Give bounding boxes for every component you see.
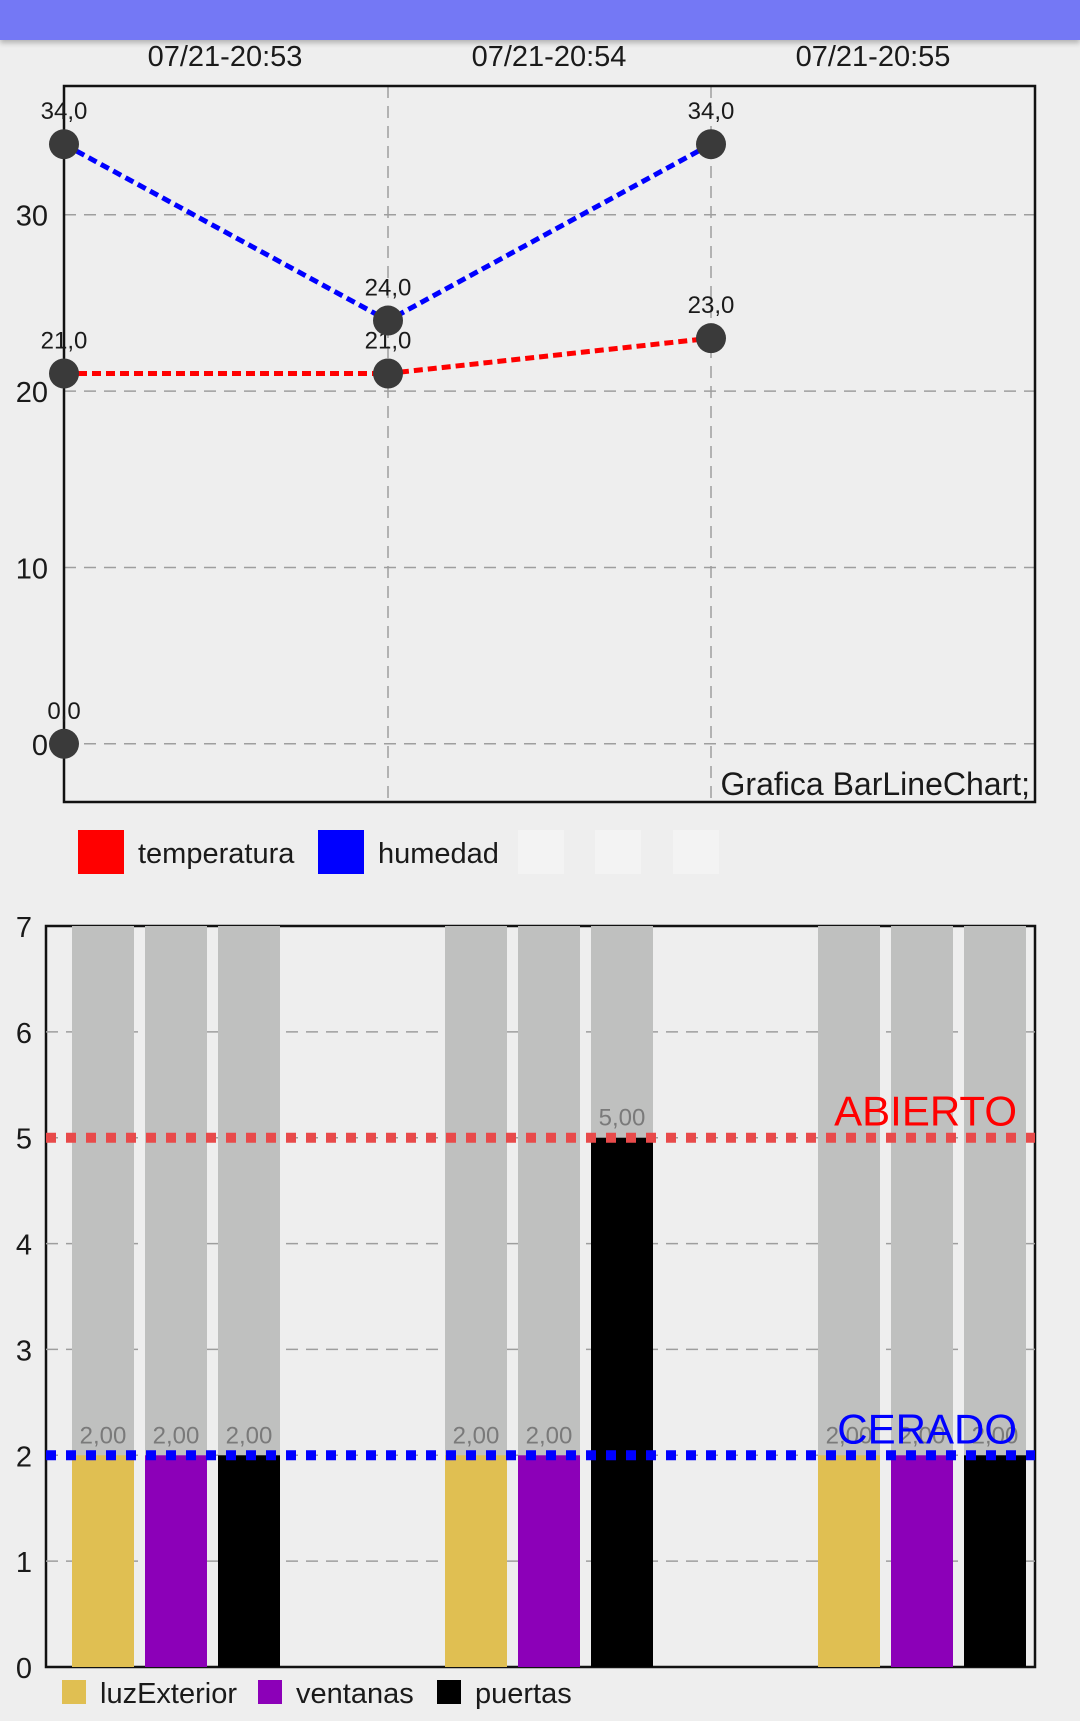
bar-ventanas	[145, 1455, 207, 1667]
data-label-humedad: 24,0	[365, 275, 412, 302]
data-point-humedad	[373, 305, 403, 336]
legend-placeholder	[518, 830, 564, 874]
y-tick-label: 7	[16, 912, 32, 944]
legend-swatch-puertas	[437, 1680, 461, 1704]
x-tick-label: 07/21-20:53	[148, 41, 303, 73]
bar-luzExterior	[818, 1455, 880, 1667]
bar-value-label: 2,00	[826, 1422, 873, 1449]
data-point-temperatura	[696, 323, 726, 354]
legend-swatch-humedad	[318, 830, 364, 874]
legend-label-puertas: puertas	[475, 1678, 572, 1710]
y-tick-label: 1	[16, 1547, 32, 1579]
legend-label-humedad: humedad	[378, 838, 499, 870]
bar-value-label: 2,00	[899, 1422, 946, 1449]
data-point-humedad	[696, 129, 726, 160]
line-chart[interactable]: 0 10 20 30 07/21-20:53 07/21-20:54 07/21-20:55…	[0, 0, 1080, 880]
line-chart-description: Grafica BarLineChart;	[721, 766, 1030, 802]
bar-background	[518, 926, 580, 1667]
bar-puertas	[218, 1455, 280, 1667]
app-bar	[0, 0, 1080, 40]
bar-puertas	[964, 1455, 1026, 1667]
x-tick-label: 07/21-20:55	[796, 41, 951, 73]
legend-label-luzExterior: luzExterior	[100, 1678, 237, 1710]
data-label-temperatura: 23,0	[688, 292, 735, 319]
data-point-zero	[49, 728, 79, 759]
bar-background	[445, 926, 507, 1667]
data-label-humedad: 34,0	[41, 98, 88, 125]
bar-ventanas	[518, 1455, 580, 1667]
bar-luzExterior	[445, 1455, 507, 1667]
y-tick-label: 10	[16, 553, 48, 585]
data-point-humedad	[49, 129, 79, 160]
x-tick-label: 07/21-20:54	[472, 41, 627, 73]
bar-background	[891, 926, 953, 1667]
limit-line-label: CERADO	[837, 1405, 1017, 1452]
data-label-humedad: 34,0	[688, 98, 735, 125]
legend-swatch-temperatura	[78, 830, 124, 874]
plot-border	[62, 84, 1037, 804]
data-point-temperatura	[373, 358, 403, 389]
bar-value-label: 2,00	[972, 1422, 1019, 1449]
bar-background	[818, 926, 880, 1667]
legend-placeholder	[595, 830, 641, 874]
y-tick-label: 0	[16, 1653, 32, 1685]
bar-value-label: 2,00	[453, 1422, 500, 1449]
y-tick-label: 30	[16, 201, 48, 233]
y-tick-label: 0	[32, 730, 48, 762]
y-tick-label: 2	[16, 1441, 32, 1473]
legend-swatch-ventanas	[258, 1680, 282, 1704]
bar-background	[72, 926, 134, 1667]
bar-background	[145, 926, 207, 1667]
bar-puertas	[591, 1137, 653, 1667]
bar-value-label: 2,00	[153, 1422, 200, 1449]
bar-background	[591, 926, 653, 1667]
data-label-temperatura: 21,0	[41, 327, 88, 354]
bar-background	[218, 926, 280, 1667]
bar-ventanas	[891, 1455, 953, 1667]
bar-value-label: 2,00	[80, 1422, 127, 1449]
y-tick-label: 3	[16, 1335, 32, 1367]
y-tick-label: 4	[16, 1230, 32, 1262]
legend-placeholder	[673, 830, 719, 874]
bar-background	[964, 926, 1026, 1667]
legend-swatch-luzExterior	[62, 1680, 86, 1704]
plot-border	[44, 924, 1037, 1669]
bar-value-label: 2,00	[226, 1422, 273, 1449]
legend-label-ventanas: ventanas	[296, 1678, 414, 1710]
bar-luzExterior	[72, 1455, 134, 1667]
data-label-zero: 0,0	[47, 698, 80, 725]
y-tick-label: 20	[16, 377, 48, 409]
limit-line-label: ABIERTO	[834, 1088, 1017, 1135]
data-point-temperatura	[49, 358, 79, 389]
bar-value-label: 5,00	[599, 1105, 646, 1132]
y-tick-label: 5	[16, 1124, 32, 1156]
y-tick-label: 6	[16, 1018, 32, 1050]
legend-label-temperatura: temperatura	[138, 838, 295, 870]
bar-value-label: 2,00	[526, 1422, 573, 1449]
